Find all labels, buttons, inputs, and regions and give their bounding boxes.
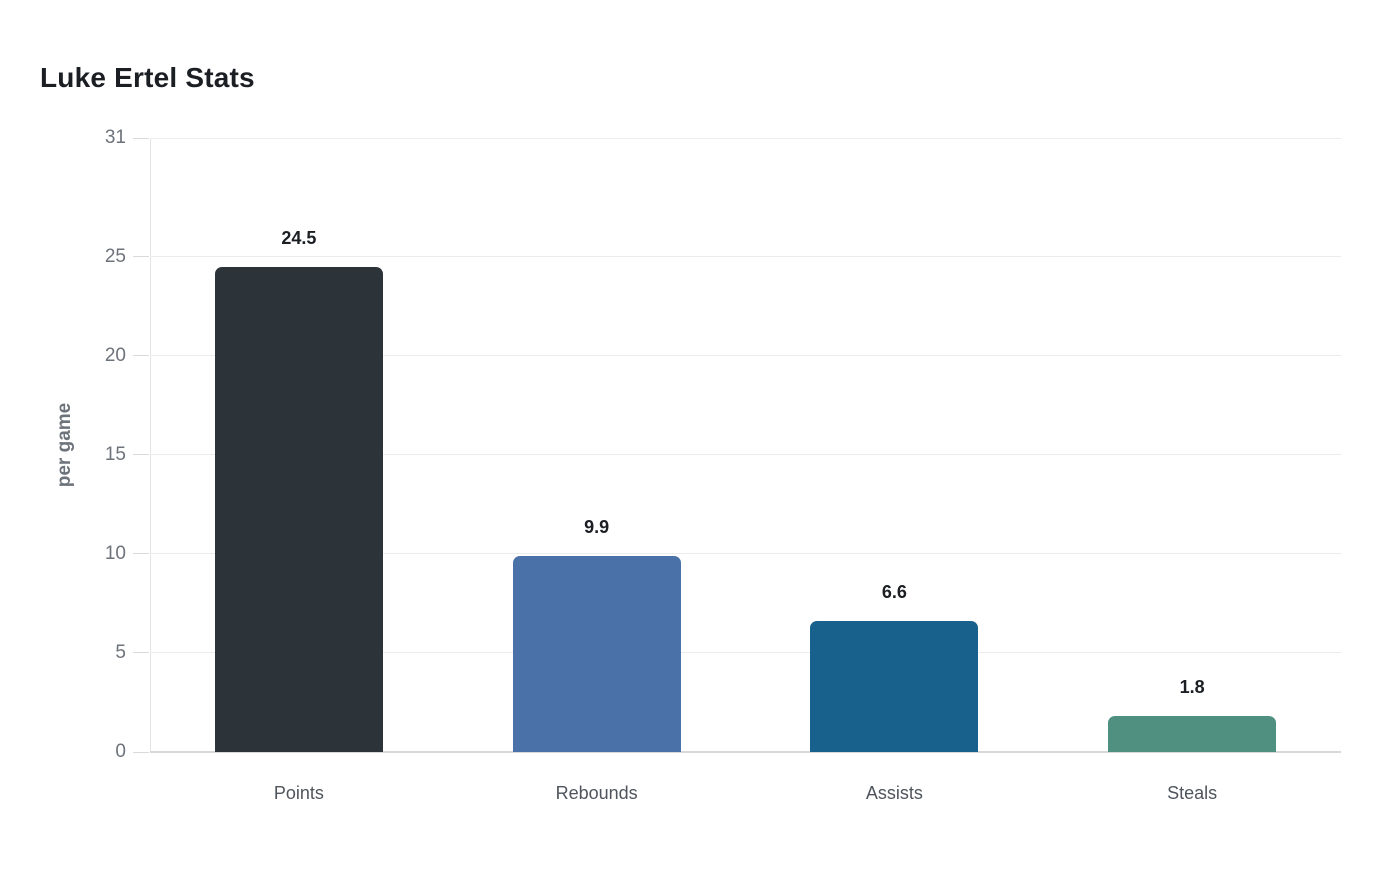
gridline <box>150 137 1341 139</box>
gridline <box>150 652 1341 654</box>
y-tick-mark <box>133 137 149 139</box>
chart-title: Luke Ertel Stats <box>40 62 255 93</box>
bar-assists <box>810 621 979 752</box>
y-tick-mark <box>133 355 149 357</box>
y-tick-mark <box>133 751 149 753</box>
y-axis-line <box>150 138 151 752</box>
plot-area: 24.5 9.9 6.6 1.8 <box>150 137 1341 753</box>
y-tick-mark <box>133 256 149 258</box>
x-axis-baseline <box>150 751 1341 753</box>
x-category-label: Points <box>273 783 324 803</box>
y-tick-label: 15 <box>104 443 126 465</box>
bar-value-label: 1.8 <box>1179 677 1205 698</box>
gridline <box>150 454 1341 456</box>
y-tick-mark <box>133 553 149 555</box>
bar-rebounds <box>512 555 681 752</box>
x-category-label: Assists <box>865 783 923 803</box>
bar-value-label: 6.6 <box>881 582 907 603</box>
y-tick-label: 5 <box>115 641 126 663</box>
y-tick-label: 10 <box>104 542 126 564</box>
x-category-label: Rebounds <box>555 783 638 803</box>
bar-steals <box>1108 716 1277 752</box>
bar-points <box>214 266 383 752</box>
gridline <box>150 355 1341 357</box>
y-tick-label: 31 <box>104 127 126 148</box>
bar-value-label: 9.9 <box>584 516 610 537</box>
bar-value-label: 24.5 <box>281 227 317 248</box>
x-category-label: Steals <box>1167 783 1218 803</box>
y-tick-label: 25 <box>104 245 126 267</box>
y-tick-label: 20 <box>104 344 126 366</box>
y-tick-mark <box>133 454 149 456</box>
gridline <box>150 553 1341 555</box>
gridline <box>150 256 1341 258</box>
y-tick-label: 0 <box>115 741 126 762</box>
y-tick-mark <box>133 652 149 654</box>
